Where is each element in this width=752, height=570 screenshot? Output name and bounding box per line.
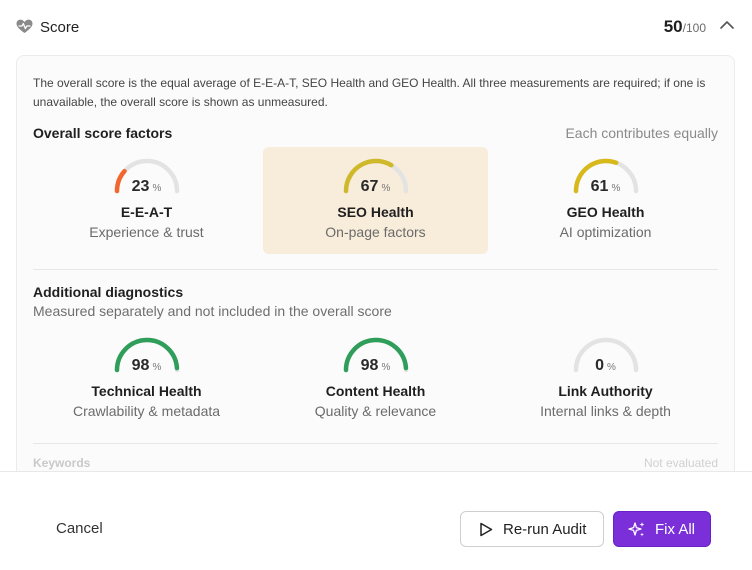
diagnostics-title: Additional diagnostics — [33, 284, 184, 300]
diagnostic-technical-health: 98% Technical Health Crawlability & metada… — [34, 326, 259, 433]
rerun-audit-button[interactable]: Re-run Audit — [460, 511, 604, 547]
gauge-value: 23% — [131, 178, 162, 195]
keywords-label: Keywords — [33, 456, 91, 470]
gauge-subtitle: Experience & trust — [89, 224, 204, 240]
gauge-subtitle: Internal links & depth — [540, 403, 671, 419]
score-description: The overall score is the equal average o… — [33, 76, 706, 109]
dialog-footer: Cancel Re-run Audit Fix All — [0, 471, 752, 570]
chevron-up-icon[interactable] — [719, 19, 735, 31]
gauge-arc — [114, 158, 180, 194]
fix-all-label: Fix All — [655, 521, 696, 538]
gauge-arc — [573, 337, 639, 373]
gauge-subtitle: On-page factors — [325, 224, 426, 240]
diagnostics-subtitle: Measured separately and not included in … — [33, 303, 392, 319]
score-header[interactable]: Score 50/100 — [0, 0, 752, 55]
gauge-subtitle: AI optimization — [559, 224, 652, 240]
gauge-fill — [573, 158, 619, 194]
gauge-name: Content Health — [325, 383, 426, 399]
gauge-subtitle: Quality & relevance — [314, 403, 437, 419]
gauge-fill — [114, 337, 180, 373]
heart-pulse-icon — [16, 19, 33, 33]
gauge-arc — [573, 158, 639, 194]
gauge-subtitle: Crawlability & metadata — [72, 403, 221, 419]
keywords-status: Not evaluated — [643, 456, 718, 470]
gauge-name: GEO Health — [566, 204, 645, 220]
gauge-value: 67% — [360, 178, 391, 195]
factor-seo-health: 67% SEO Health On-page factors — [263, 147, 488, 254]
overall-factors-note: Each contributes equally — [565, 125, 718, 141]
gauge-arc — [343, 158, 409, 194]
sparkles-icon — [628, 522, 645, 537]
gauge-value: 98% — [131, 357, 162, 374]
gauge-fill — [343, 337, 409, 373]
gauge-value: 61% — [590, 178, 621, 195]
gauge-name: Technical Health — [91, 383, 202, 399]
score-details-panel: The overall score is the equal average o… — [16, 55, 735, 495]
gauge-value: 98% — [360, 357, 391, 374]
gauge-fill — [114, 168, 127, 194]
gauge-arc — [343, 337, 409, 373]
overall-score: 50/100 — [663, 17, 706, 36]
play-icon — [480, 522, 493, 537]
overall-factors-title: Overall score factors — [33, 125, 173, 141]
factor-eeat: 23% E-E-A-T Experience & trust — [34, 147, 259, 254]
gauge-name: E-E-A-T — [120, 204, 173, 220]
rerun-audit-label: Re-run Audit — [503, 521, 587, 538]
section-title: Score — [40, 19, 80, 36]
divider — [33, 269, 718, 270]
gauge-value: 0% — [595, 357, 616, 374]
diagnostic-content-health: 98% Content Health Quality & relevance — [263, 326, 488, 433]
gauge-arc — [114, 337, 180, 373]
gauge-fill — [343, 158, 394, 194]
divider — [33, 443, 718, 444]
gauge-name: SEO Health — [337, 204, 414, 220]
gauge-track — [573, 337, 639, 373]
diagnostic-link-authority: 0% Link Authority Internal links & depth — [493, 326, 718, 433]
cancel-button[interactable]: Cancel — [56, 520, 103, 537]
fix-all-button[interactable]: Fix All — [613, 511, 711, 547]
keywords-row: Keywords Not evaluated — [33, 456, 718, 476]
factor-geo-health: 61% GEO Health AI optimization — [493, 147, 718, 254]
gauge-name: Link Authority — [558, 383, 653, 399]
